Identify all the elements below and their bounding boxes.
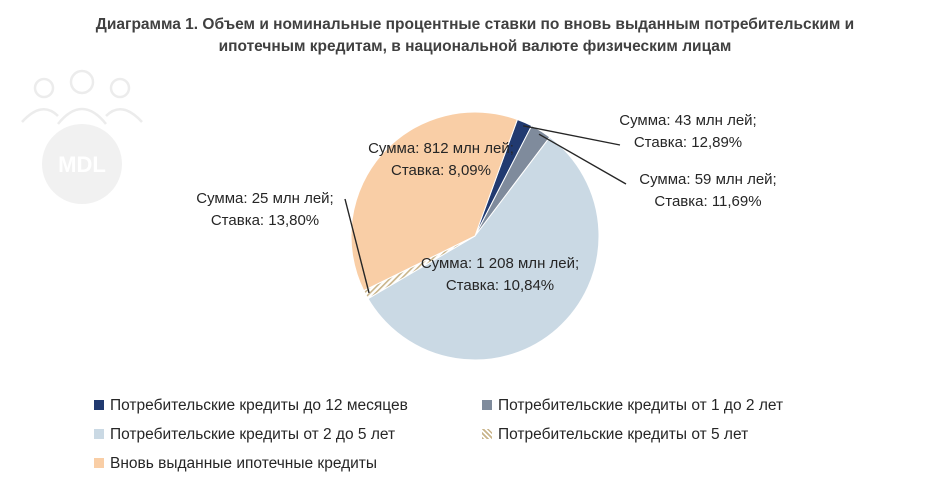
- legend-label-consumer-2-5y: Потребительские кредиты от 2 до 5 лет: [110, 426, 396, 443]
- pie-slice-mortgage: [350, 111, 519, 292]
- data-label-consumer-under-12m-amount: Сумма: 43 млн лей;: [619, 112, 756, 129]
- legend-label-mortgage: Вновь выданные ипотечные кредиты: [110, 455, 378, 472]
- legend-swatch-consumer-2-5y: [94, 429, 104, 439]
- data-label-consumer-1-2y-rate: Ставка: 11,69%: [654, 193, 761, 210]
- leader-line-consumer-over-5y: [344, 198, 370, 294]
- pie-slice-consumer-2-5y: [367, 136, 600, 361]
- legend-swatch-consumer-1-2y: [482, 400, 492, 410]
- legend-swatch-consumer-under-12m: [94, 400, 104, 410]
- legend-swatch-mortgage: [94, 458, 104, 468]
- legend-swatch-consumer-over-5y: [482, 429, 492, 439]
- data-label-mortgage-amount: Сумма: 812 млн лей;: [368, 140, 514, 157]
- chart-title: Диаграмма 1. Объем и номинальные процент…: [0, 14, 950, 58]
- data-label-consumer-over-5y-amount: Сумма: 25 млн лей;: [196, 190, 333, 207]
- legend-item-consumer-2-5y: Потребительские кредиты от 2 до 5 лет: [94, 425, 395, 445]
- legend-label-consumer-over-5y: Потребительские кредиты от 5 лет: [498, 426, 749, 443]
- leader-line-consumer-under-12m: [523, 125, 621, 146]
- chart-title-line1: Диаграмма 1. Объем и номинальные процент…: [95, 16, 855, 33]
- data-label-mortgage-rate: Ставка: 8,09%: [391, 162, 491, 179]
- legend-label-consumer-under-12m: Потребительские кредиты до 12 месяцев: [110, 397, 408, 414]
- legend-item-consumer-under-12m: Потребительские кредиты до 12 месяцев: [94, 396, 408, 416]
- legend-item-consumer-over-5y: Потребительские кредиты от 5 лет: [482, 425, 748, 445]
- chart-title-line2: ипотечным кредитам, в национальной валют…: [218, 38, 732, 55]
- data-label-consumer-2-5y-rate: Ставка: 10,84%: [446, 277, 554, 294]
- data-label-consumer-over-5y-rate: Ставка: 13,80%: [211, 212, 319, 229]
- leader-line-consumer-1-2y: [538, 133, 627, 185]
- legend-item-mortgage: Вновь выданные ипотечные кредиты: [94, 454, 377, 474]
- data-label-consumer-1-2y-amount: Сумма: 59 млн лей;: [639, 171, 776, 188]
- data-label-consumer-under-12m-rate: Ставка: 12,89%: [634, 134, 742, 151]
- legend-label-consumer-1-2y: Потребительские кредиты от 1 до 2 лет: [498, 397, 784, 414]
- legend-item-consumer-1-2y: Потребительские кредиты от 1 до 2 лет: [482, 396, 783, 416]
- data-label-consumer-2-5y-amount: Сумма: 1 208 млн лей;: [421, 255, 579, 272]
